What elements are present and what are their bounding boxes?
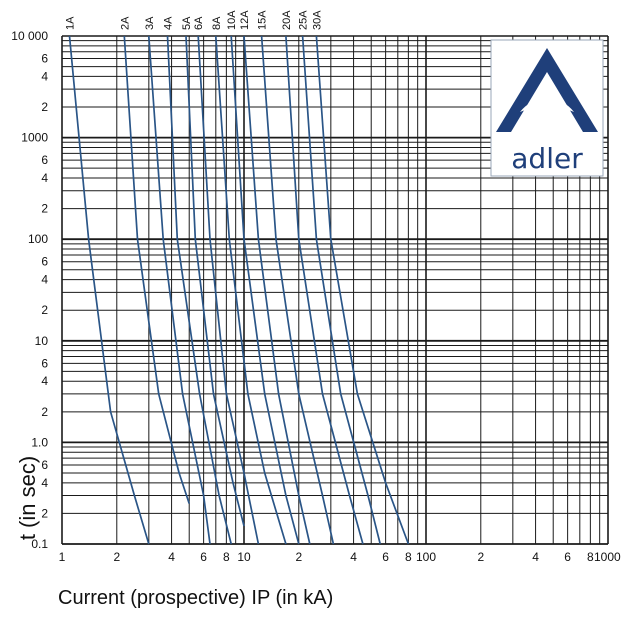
x-tick-label: 2 (477, 550, 484, 564)
x-tick-label: 100 (416, 550, 436, 564)
x-tick-label: 1 (59, 550, 66, 564)
y-tick-labels: 10 000 6 4 2 1000 6 4 2 100 6 4 2 10 6 4 2 1.0 6 4 2 0.1 (11, 29, 48, 551)
rating-label-1A: 1A (65, 16, 77, 30)
x-tick-label: 4 (168, 550, 175, 564)
y-tick-label: 2 (41, 303, 48, 317)
y-tick-label: 10 (35, 334, 49, 348)
y-tick-label: 2 (41, 100, 48, 114)
rating-label-6A: 6A (193, 16, 205, 30)
rating-label-30A: 30A (311, 10, 323, 30)
rating-label-20A: 20A (281, 10, 293, 30)
y-tick-label: 100 (28, 232, 48, 246)
y-tick-label: 6 (41, 255, 48, 269)
rating-label-8A: 8A (211, 16, 223, 30)
curve-20A (285, 35, 364, 545)
rating-label-3A: 3A (144, 16, 156, 30)
y-axis-label: t (in sec) (15, 456, 40, 540)
y-tick-label: 1.0 (31, 435, 48, 449)
x-tick-label: 6 (564, 550, 571, 564)
y-tick-label: 2 (41, 405, 48, 419)
rating-label-4A: 4A (163, 16, 175, 30)
curve-2A (123, 35, 191, 504)
rating-label-10A: 10A (226, 10, 238, 30)
x-tick-label: 8 (587, 550, 594, 564)
eagle-icon (520, 99, 574, 120)
y-tick-label: 2 (41, 506, 48, 520)
rating-label-15A: 15A (257, 10, 269, 30)
curve-12A (243, 35, 311, 545)
y-tick-label: 6 (41, 153, 48, 167)
y-tick-label: 2 (41, 202, 48, 216)
x-tick-label: 4 (350, 550, 357, 564)
curves (68, 35, 410, 545)
curve-15A (260, 35, 335, 545)
curve-8A (214, 35, 287, 545)
x-tick-label: 10 (237, 550, 251, 564)
y-tick-label: 0.1 (31, 537, 48, 551)
curve-30A (315, 35, 410, 545)
y-tick-label: 4 (41, 476, 48, 490)
y-tick-label: 4 (41, 171, 48, 185)
y-tick-label: 6 (41, 356, 48, 370)
y-tick-label: 1000 (21, 131, 48, 145)
brand-name: adler (511, 142, 583, 175)
x-tick-label: 6 (200, 550, 207, 564)
curve-3A (147, 35, 211, 545)
curve-25A (301, 35, 382, 545)
curve-10A (230, 35, 300, 545)
curve-4A (166, 35, 233, 545)
curve-1A (68, 35, 150, 545)
adler-logo: adler (490, 39, 604, 177)
rating-label-12A: 12A (239, 10, 251, 30)
y-tick-label: 4 (41, 273, 48, 287)
y-tick-label: 6 (41, 52, 48, 66)
curve-5A (185, 35, 245, 527)
y-tick-label: 4 (41, 69, 48, 83)
x-tick-labels: 1 2 4 6 8 10 2 4 6 8 100 2 4 6 8 1000 (59, 550, 621, 564)
x-tick-label: 4 (532, 550, 539, 564)
rating-label-25A: 25A (298, 10, 310, 30)
rating-labels: 1A 2A 3A 4A 5A 6A 8A 10A 12A 15A 20A 25A 30A (65, 10, 324, 30)
x-tick-label: 1000 (594, 550, 621, 564)
x-tick-label: 2 (295, 550, 302, 564)
x-tick-label: 8 (405, 550, 412, 564)
x-axis-label: Current (prospective) IP (in kA) (58, 587, 333, 609)
y-tick-label: 4 (41, 374, 48, 388)
y-tick-label: 6 (41, 458, 48, 472)
x-tick-label: 2 (113, 550, 120, 564)
rating-label-5A: 5A (181, 16, 193, 30)
curve-6A (197, 35, 260, 545)
x-tick-label: 8 (223, 550, 230, 564)
rating-label-2A: 2A (119, 16, 131, 30)
x-tick-label: 6 (382, 550, 389, 564)
y-tick-label: 10 000 (11, 29, 48, 43)
